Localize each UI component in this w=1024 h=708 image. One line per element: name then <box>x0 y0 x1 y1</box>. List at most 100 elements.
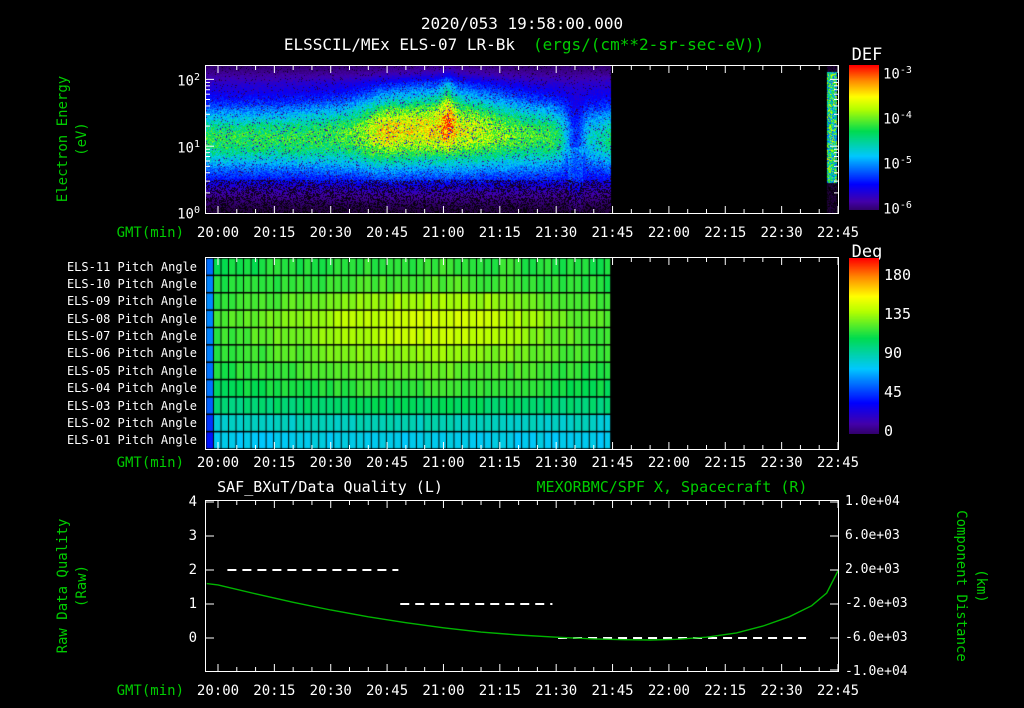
x-tick-label: 21:30 <box>535 455 578 471</box>
x-tick-label: 22:30 <box>760 225 803 241</box>
distance-tick-label: 1.0e+04 <box>845 494 900 509</box>
pitch-row-label: ELS-02 Pitch Angle <box>66 415 197 430</box>
x-tick-label: 21:30 <box>535 225 578 241</box>
x-tick-label: 21:15 <box>478 455 521 471</box>
x-tick-label: 20:00 <box>196 455 240 471</box>
page-title-instrument: ELSSCIL/MEx ELS-07 LR-Bk <box>283 35 515 54</box>
quality-tick-label: 4 <box>188 494 197 510</box>
lines-plot <box>206 501 838 671</box>
deg-tick-label: 135 <box>884 305 912 323</box>
energy-tick-label-exp: 2 <box>193 72 200 83</box>
energy-tick-label-base: 10 <box>177 206 194 223</box>
x-tick-label: 22:00 <box>647 225 690 241</box>
distance-axis-units-label: (km) <box>973 569 989 603</box>
page-title-line2: ELSSCIL/MEx ELS-07 LR-Bk (ergs/(cm**2-sr-… <box>284 36 764 54</box>
x-tick-label: 20:15 <box>253 225 296 241</box>
def-tick-label-base: 10 <box>883 156 900 173</box>
pitch-row-label: ELS-08 Pitch Angle <box>66 311 197 326</box>
x-tick-label: 21:30 <box>535 683 578 699</box>
x-tick-label: 20:15 <box>253 455 296 471</box>
x-tick-label: 21:00 <box>422 683 465 699</box>
def-tick-label-exp: -3 <box>899 65 912 76</box>
def-tick-label: 10-6 <box>883 197 912 219</box>
energy-axis-label: Electron Energy <box>55 75 71 203</box>
distance-tick-label: -6.0e+03 <box>845 630 908 645</box>
energy-tick-label-exp: 0 <box>193 205 200 216</box>
pitch-row-label: ELS-09 Pitch Angle <box>66 294 197 309</box>
quality-series-title: SAF_BXuT/Data Quality (L) <box>217 478 443 496</box>
pitch-row-label: ELS-11 Pitch Angle <box>66 259 197 274</box>
x-tick-label: 22:15 <box>704 225 747 241</box>
quality-tick-label: 3 <box>188 528 197 544</box>
pitch-axis-ticks <box>217 258 838 449</box>
deg-colorbar <box>849 258 879 434</box>
pitch-row-label: ELS-07 Pitch Angle <box>66 329 197 344</box>
def-colorbar-title: DEF <box>851 45 883 65</box>
x-tick-label: 22:15 <box>704 683 747 699</box>
x-tick-label: 20:00 <box>196 225 240 241</box>
x-tick-label: 21:45 <box>591 225 634 241</box>
pitch-row-label: ELS-01 Pitch Angle <box>66 433 197 448</box>
x-tick-label: 22:30 <box>760 455 803 471</box>
energy-tick-label-base: 10 <box>177 73 194 90</box>
x-tick-label: 20:00 <box>196 683 240 699</box>
def-tick-label: 10-4 <box>883 107 912 129</box>
energy-tick-label-exp: 1 <box>193 139 200 150</box>
def-tick-label: 10-5 <box>883 152 912 174</box>
energy-tick-label: 102 <box>130 69 200 91</box>
distance-tick-label: -1.0e+04 <box>845 664 908 679</box>
energy-tick-label: 101 <box>130 136 200 158</box>
lines-panel <box>205 500 839 672</box>
def-tick-label-exp: -6 <box>899 200 912 211</box>
pitch-row-label: ELS-10 Pitch Angle <box>66 277 197 292</box>
spectrogram-axis-ticks <box>206 66 838 213</box>
x-tick-label: 22:45 <box>816 683 860 699</box>
distance-tick-label: 6.0e+03 <box>845 528 900 543</box>
deg-tick-label: 180 <box>884 266 912 284</box>
energy-axis-units-label: (eV) <box>74 122 90 156</box>
x-tick-label: 22:15 <box>704 455 747 471</box>
pitch-row-label: ELS-05 Pitch Angle <box>66 363 197 378</box>
x-tick-label: 21:45 <box>591 683 634 699</box>
x-tick-label: 20:45 <box>366 683 409 699</box>
gmt-axis-label: GMT(min) <box>116 455 184 471</box>
pitch-row-label: ELS-06 Pitch Angle <box>66 346 197 361</box>
def-tick-label: 10-3 <box>883 62 912 84</box>
deg-tick-label: 90 <box>884 344 903 362</box>
def-tick-label-exp: -4 <box>899 110 912 121</box>
x-tick-label: 20:45 <box>366 455 409 471</box>
def-tick-label-exp: -5 <box>899 155 912 166</box>
energy-tick-label: 100 <box>130 202 200 224</box>
def-tick-label-base: 10 <box>883 111 900 128</box>
def-tick-label-base: 10 <box>883 66 900 83</box>
spacecraft-series-title: MEXORBMC/SPF X, Spacecraft (R) <box>536 478 808 496</box>
spectrogram-image <box>206 66 838 213</box>
x-tick-label: 20:30 <box>309 225 352 241</box>
pitch-row-label: ELS-04 Pitch Angle <box>66 381 197 396</box>
x-tick-label: 21:15 <box>478 683 521 699</box>
quality-tick-label: 0 <box>188 630 197 646</box>
x-tick-label: 20:30 <box>309 455 352 471</box>
def-tick-label-base: 10 <box>883 201 900 218</box>
x-tick-label: 22:45 <box>816 455 860 471</box>
page-title-datetime: 2020/053 19:58:00.000 <box>420 14 624 33</box>
pitch-image <box>206 258 838 449</box>
deg-tick-label: 45 <box>884 383 903 401</box>
def-colorbar <box>849 65 879 210</box>
x-tick-label: 21:15 <box>478 225 521 241</box>
deg-tick-label: 0 <box>884 422 894 440</box>
x-tick-label: 22:45 <box>816 225 860 241</box>
distance-tick-label: 2.0e+03 <box>845 562 900 577</box>
x-tick-label: 21:00 <box>422 225 465 241</box>
x-tick-label: 22:00 <box>647 455 690 471</box>
deg-colorbar-title: Deg <box>851 242 883 262</box>
quality-tick-label: 2 <box>188 562 197 578</box>
x-tick-label: 20:45 <box>366 225 409 241</box>
spectrogram-panel <box>205 65 839 214</box>
x-tick-label: 22:00 <box>647 683 690 699</box>
gmt-axis-label: GMT(min) <box>116 225 184 241</box>
gmt-axis-label: GMT(min) <box>116 683 184 699</box>
x-tick-label: 20:30 <box>309 683 352 699</box>
spacecraft-x-curve <box>206 570 838 641</box>
